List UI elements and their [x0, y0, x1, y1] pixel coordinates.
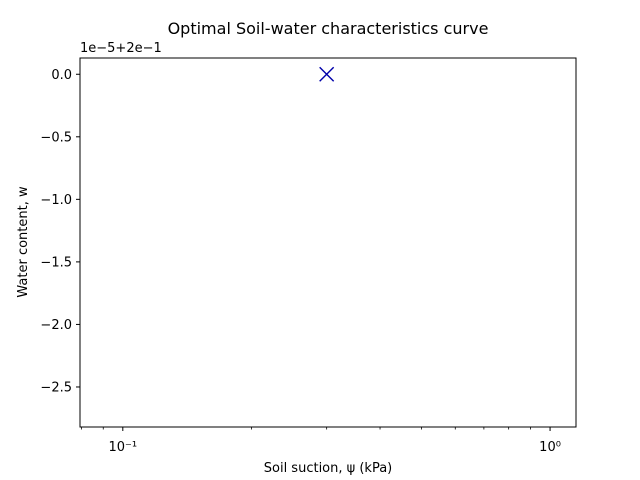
data-points: [320, 67, 334, 81]
y-axis-ticks: 0.0 −0.5 −1.0 −1.5 −2.0 −2.5: [40, 68, 80, 396]
y-tick-label-5: −2.5: [40, 380, 72, 395]
x-tick-label-0: 10⁻¹: [108, 440, 137, 455]
data-point-0-0: [320, 67, 334, 81]
x-axis-ticks: 10⁻¹ 10⁰: [81, 427, 561, 455]
y-tick-label-3: −1.5: [40, 255, 72, 270]
x-axis-label: Soil suction, ψ (kPa): [264, 461, 393, 476]
y-tick-label-1: −0.5: [40, 130, 72, 145]
y-tick-label-0: 0.0: [51, 68, 72, 83]
y-axis-offset-label: 1e−5+2e−1: [80, 41, 162, 56]
axes-frame: [80, 58, 576, 427]
plot-area: [80, 58, 576, 427]
y-tick-label-2: −1.0: [40, 193, 72, 208]
y-axis-label: Water content, w: [16, 186, 31, 298]
x-tick-label-1: 10⁰: [539, 440, 561, 455]
y-tick-label-4: −2.0: [40, 318, 72, 333]
chart-title: Optimal Soil-water characteristics curve: [168, 19, 489, 38]
